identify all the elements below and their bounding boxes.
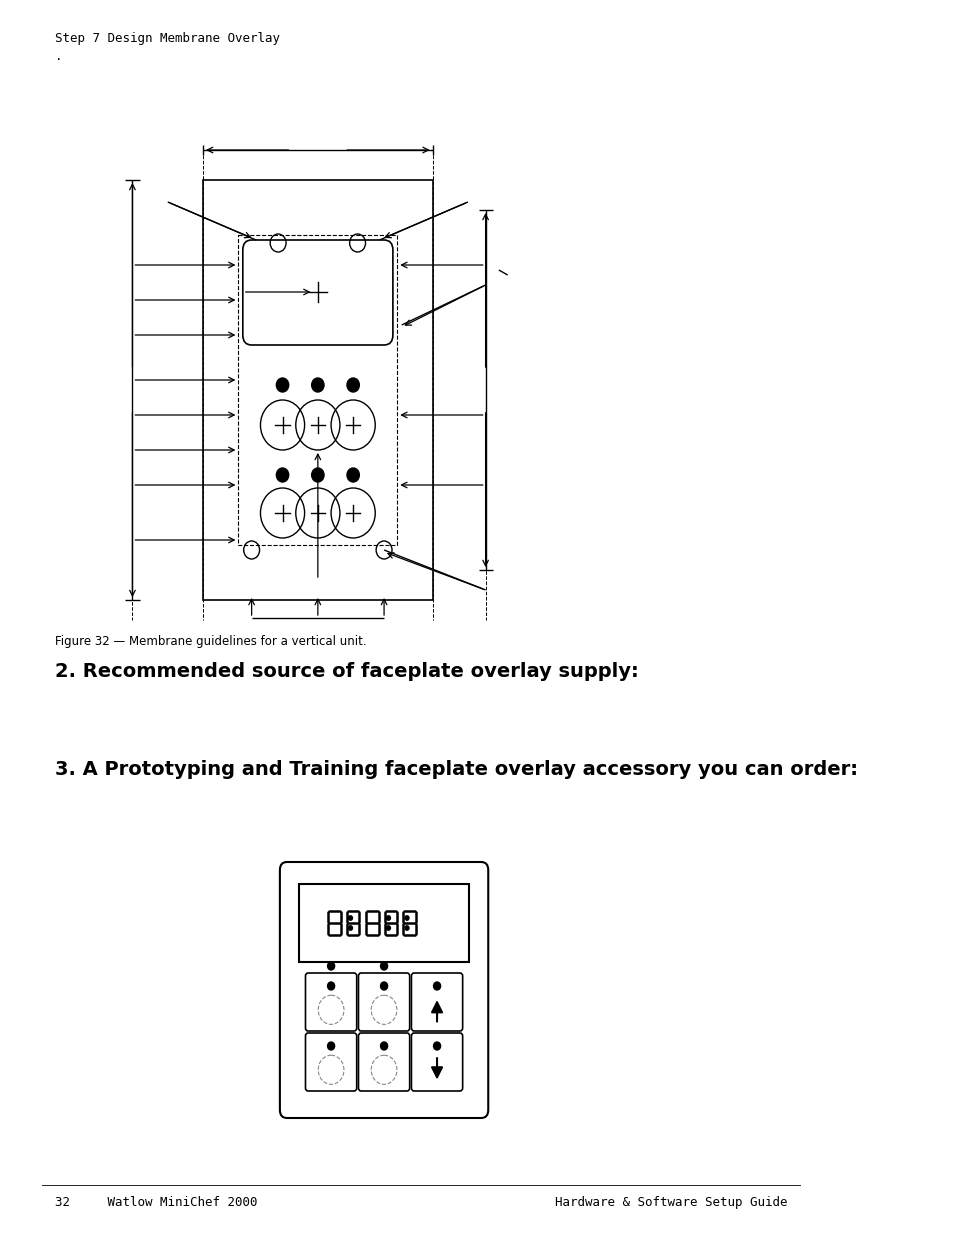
Circle shape	[347, 468, 359, 482]
Circle shape	[433, 1042, 440, 1050]
Circle shape	[312, 468, 324, 482]
Circle shape	[386, 926, 390, 930]
Circle shape	[327, 982, 335, 990]
Text: Hardware & Software Setup Guide: Hardware & Software Setup Guide	[555, 1195, 787, 1209]
FancyBboxPatch shape	[305, 1032, 356, 1091]
Text: 2. Recommended source of faceplate overlay supply:: 2. Recommended source of faceplate overl…	[54, 662, 638, 680]
Circle shape	[380, 982, 387, 990]
Text: .: .	[54, 49, 62, 63]
Circle shape	[348, 926, 352, 930]
Bar	[203, 180, 432, 600]
Circle shape	[386, 916, 390, 920]
Bar	[299, 884, 468, 962]
Circle shape	[276, 468, 289, 482]
FancyBboxPatch shape	[358, 1032, 409, 1091]
Bar	[238, 235, 396, 545]
Text: Figure 32 — Membrane guidelines for a vertical unit.: Figure 32 — Membrane guidelines for a ve…	[54, 635, 366, 648]
Circle shape	[405, 926, 409, 930]
Circle shape	[348, 916, 352, 920]
FancyBboxPatch shape	[411, 1032, 462, 1091]
Circle shape	[276, 378, 289, 391]
Circle shape	[312, 378, 324, 391]
Circle shape	[380, 1042, 387, 1050]
FancyBboxPatch shape	[279, 862, 488, 1118]
Circle shape	[347, 378, 359, 391]
FancyBboxPatch shape	[411, 973, 462, 1031]
FancyBboxPatch shape	[358, 973, 409, 1031]
FancyBboxPatch shape	[305, 973, 356, 1031]
Text: 32     Watlow MiniChef 2000: 32 Watlow MiniChef 2000	[54, 1195, 257, 1209]
Circle shape	[380, 962, 387, 969]
Circle shape	[327, 962, 335, 969]
Text: Step 7 Design Membrane Overlay: Step 7 Design Membrane Overlay	[54, 32, 279, 44]
Text: 3. A Prototyping and Training faceplate overlay accessory you can order:: 3. A Prototyping and Training faceplate …	[54, 760, 857, 779]
Circle shape	[327, 1042, 335, 1050]
Circle shape	[405, 916, 409, 920]
FancyBboxPatch shape	[243, 240, 393, 345]
Circle shape	[433, 982, 440, 990]
